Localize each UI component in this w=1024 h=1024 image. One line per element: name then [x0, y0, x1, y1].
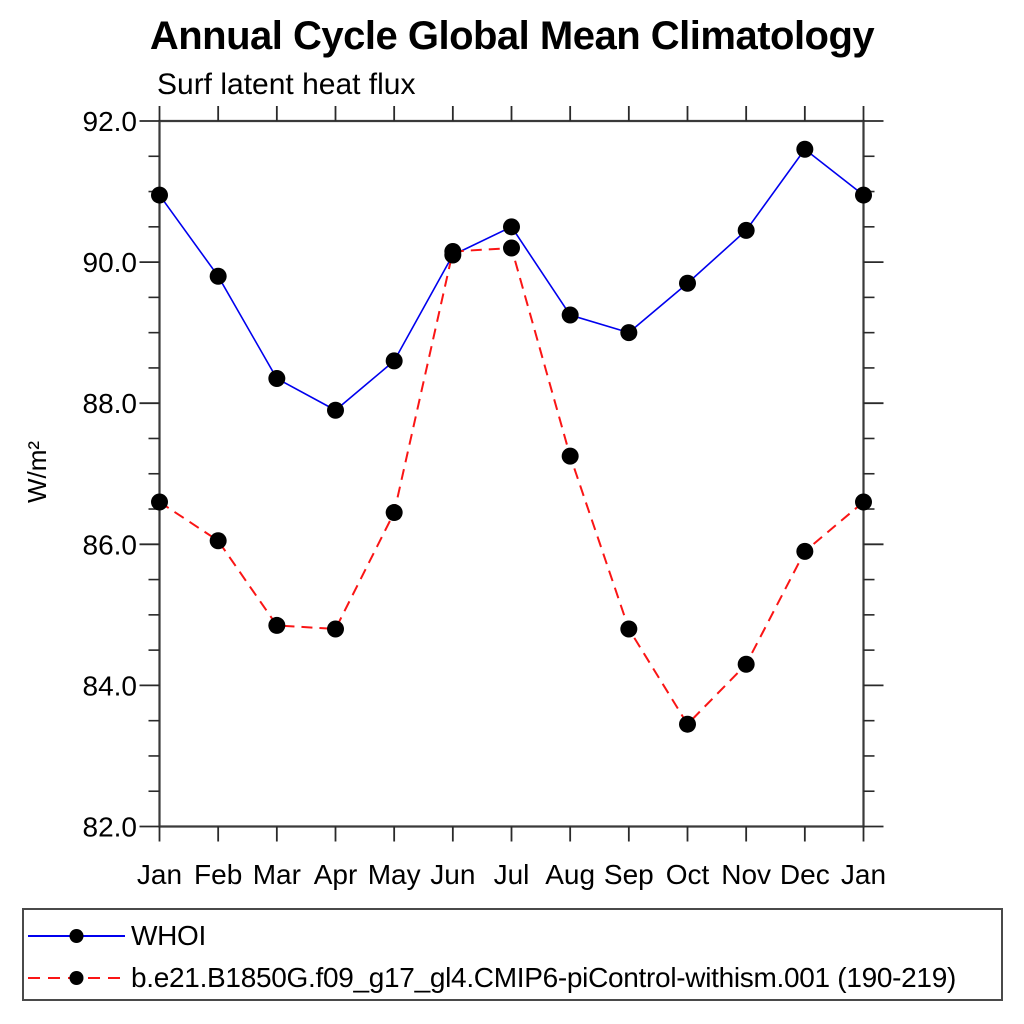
- y-tick-label: 90.0: [83, 247, 138, 278]
- data-point-marker: [268, 370, 286, 388]
- data-point-marker: [268, 616, 286, 634]
- chart-subtitle: Surf latent heat flux: [157, 68, 416, 101]
- legend-marker-icon: [69, 929, 84, 943]
- data-point-marker: [561, 447, 579, 465]
- data-point-marker: [796, 140, 814, 158]
- legend-row: b.e21.B1850G.f09_g17_gl4.CMIP6-piControl…: [28, 964, 956, 992]
- series-line-whoi: [158, 148, 864, 412]
- y-tick-label: 88.0: [83, 388, 138, 419]
- legend-label: b.e21.B1850G.f09_g17_gl4.CMIP6-piControl…: [131, 962, 956, 993]
- y-axis-label: W/m²: [22, 441, 52, 503]
- x-tick-label: Apr: [314, 859, 358, 890]
- data-point-marker: [151, 493, 168, 511]
- data-point-marker: [620, 620, 638, 638]
- data-point-marker: [503, 218, 520, 236]
- data-point-marker: [561, 306, 579, 324]
- x-tick-label: Aug: [545, 859, 595, 890]
- x-tick-label: Nov: [721, 859, 771, 890]
- legend-marker-icon: [69, 971, 84, 985]
- x-tick-label: Mar: [253, 859, 301, 890]
- x-tick-label: Jan: [137, 859, 182, 890]
- data-point-marker: [855, 493, 872, 511]
- data-point-marker: [327, 620, 344, 638]
- x-tick-label: Dec: [780, 859, 830, 890]
- data-point-marker: [209, 532, 227, 550]
- data-point-marker: [151, 186, 168, 204]
- x-tick-label: Feb: [194, 859, 242, 890]
- data-point-marker: [679, 274, 696, 292]
- x-tick-label: May: [368, 859, 421, 890]
- data-point-marker: [327, 401, 344, 419]
- series-line-model: [158, 246, 865, 726]
- y-tick-label: 92.0: [83, 106, 138, 137]
- data-point-marker: [679, 715, 696, 733]
- legend: WHOI b.e21.B1850G.f09_g17_gl4.CMIP6-piCo…: [22, 908, 1003, 1001]
- data-point-marker: [503, 239, 520, 257]
- data-point-marker: [737, 655, 755, 673]
- data-point-marker: [855, 186, 872, 204]
- x-tick-label: Sep: [604, 859, 654, 890]
- y-tick-label: 84.0: [83, 670, 138, 701]
- legend-label: WHOI: [131, 920, 207, 951]
- legend-row: WHOI: [28, 922, 206, 950]
- legend-line-sample-solid: [28, 929, 125, 943]
- data-point-marker: [737, 221, 755, 239]
- y-tick-label: 82.0: [83, 812, 138, 843]
- x-tick-label: Oct: [666, 859, 710, 890]
- data-point-marker: [209, 267, 227, 285]
- data-point-marker: [796, 542, 814, 560]
- data-point-marker: [385, 352, 403, 370]
- x-tick-label: Jun: [430, 859, 475, 890]
- x-tick-label: Jan: [841, 859, 886, 890]
- x-tick-label: Jul: [494, 859, 530, 890]
- chart-title: Annual Cycle Global Mean Climatology: [149, 14, 875, 58]
- legend-line-sample-dashed: [28, 971, 125, 985]
- data-point-marker: [385, 504, 403, 522]
- data-point-marker: [620, 324, 638, 342]
- data-point-marker: [444, 243, 462, 261]
- y-tick-label: 86.0: [83, 529, 138, 560]
